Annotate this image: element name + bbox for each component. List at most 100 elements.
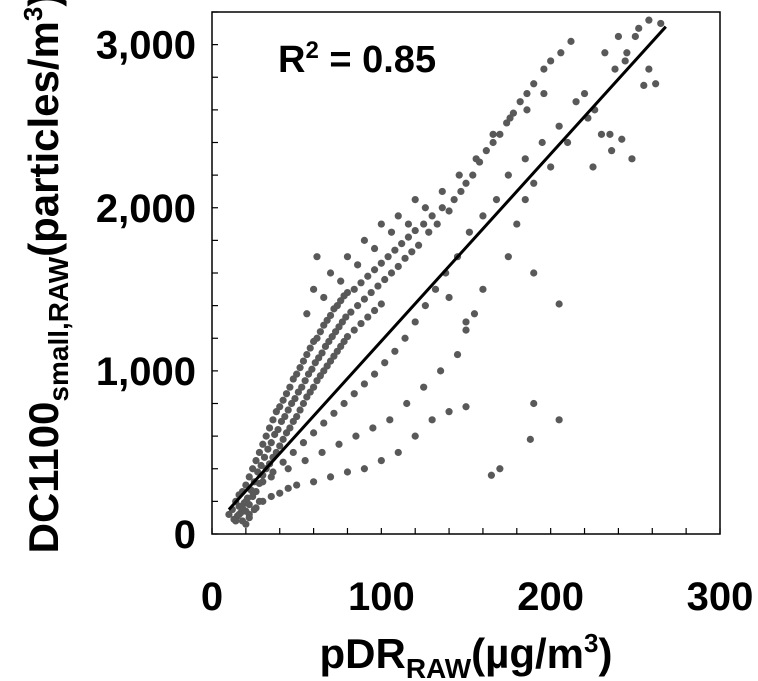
y-axis-title: DC1100small,RAW(particles/m3) (18, 0, 74, 553)
y-tick-labels: 0 1,000 2,000 3,000 (96, 24, 196, 557)
y-tick-label: 1,000 (96, 350, 196, 394)
data-point (523, 106, 531, 114)
data-point (259, 478, 267, 486)
data-point (293, 481, 301, 489)
data-point (357, 279, 365, 287)
data-point (279, 396, 287, 404)
data-point (433, 220, 441, 228)
data-point (235, 510, 243, 519)
data-point (564, 138, 572, 147)
data-point (306, 344, 314, 352)
data-point (492, 195, 501, 204)
data-point (313, 334, 321, 342)
data-point (635, 24, 643, 32)
data-point (289, 448, 297, 457)
data-point (469, 171, 477, 179)
data-point (335, 440, 343, 448)
data-point (284, 465, 292, 473)
data-point (438, 204, 446, 212)
data-point (504, 253, 512, 261)
data-point (370, 266, 379, 274)
data-point (245, 473, 253, 481)
data-point (450, 195, 458, 204)
data-point (572, 98, 580, 106)
data-point (425, 228, 433, 236)
data-point (260, 453, 269, 461)
data-point (516, 98, 524, 106)
data-point (370, 370, 379, 378)
data-point (540, 65, 548, 73)
data-point (343, 253, 352, 261)
data-point (614, 32, 623, 41)
data-point (401, 254, 409, 262)
data-point (370, 306, 379, 315)
data-point (597, 130, 606, 138)
data-point (621, 57, 629, 65)
data-point (360, 465, 368, 473)
data-point (259, 497, 267, 505)
data-point (265, 424, 274, 432)
data-point (352, 432, 360, 440)
x-tick-label: 0 (201, 575, 223, 619)
data-point (267, 473, 275, 481)
data-point (428, 416, 436, 424)
data-point (513, 220, 521, 228)
data-point (318, 349, 326, 357)
data-point (367, 288, 375, 297)
data-point (369, 424, 377, 432)
data-point (276, 489, 284, 497)
data-point (262, 432, 270, 440)
plot-frame (211, 11, 721, 535)
data-point (623, 49, 631, 57)
data-point (326, 311, 335, 320)
data-point (281, 412, 289, 421)
data-point (370, 244, 379, 253)
data-point (431, 285, 440, 293)
data-point (462, 326, 470, 334)
data-point (310, 383, 318, 391)
data-points (225, 16, 665, 528)
data-point (462, 179, 470, 187)
data-point (357, 319, 365, 328)
data-point (420, 383, 428, 391)
data-point (421, 302, 429, 310)
data-point (589, 163, 597, 171)
data-point (381, 359, 389, 367)
data-point (640, 81, 648, 90)
data-point (394, 262, 402, 271)
data-point (320, 419, 328, 427)
data-point (374, 282, 382, 290)
data-point (530, 179, 538, 187)
data-point (279, 458, 287, 466)
data-point (242, 497, 250, 505)
data-point (555, 122, 563, 130)
x-axis-title: pDRRAW(µg/m3) (320, 628, 613, 681)
data-point (360, 380, 368, 388)
data-point (249, 487, 257, 496)
data-point (310, 478, 318, 486)
data-point (411, 432, 419, 440)
data-point (555, 416, 563, 424)
x-tick-label: 300 (687, 575, 754, 619)
data-point (472, 155, 480, 163)
data-point (438, 187, 446, 196)
data-point (414, 241, 423, 249)
data-point (377, 259, 385, 267)
data-point (411, 318, 419, 326)
data-point (299, 439, 308, 447)
data-point (521, 155, 529, 163)
data-point (445, 293, 453, 302)
data-point (403, 399, 411, 408)
data-point (631, 32, 639, 41)
data-point (377, 300, 385, 308)
data-point (343, 468, 352, 476)
x-minor-ticks (211, 528, 721, 534)
data-point (318, 448, 326, 457)
data-point (293, 412, 301, 421)
data-point (320, 293, 328, 302)
data-point (296, 406, 304, 414)
data-point (404, 220, 413, 228)
x-tick-label: 100 (348, 575, 415, 619)
data-point (391, 347, 399, 355)
